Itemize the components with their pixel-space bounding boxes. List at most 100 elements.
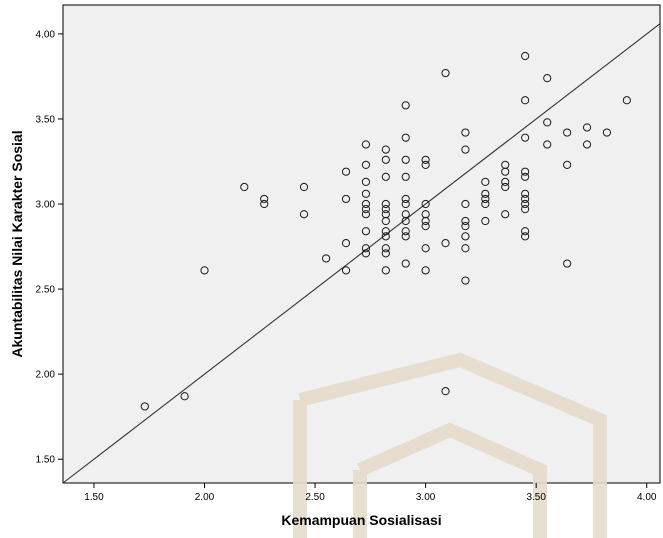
data-point: [461, 216, 470, 226]
data-point: [381, 244, 390, 253]
data-point: [341, 167, 351, 176]
x-axis-title: Kemampuan Sosialisasi: [281, 512, 441, 528]
data-point: [521, 189, 530, 198]
x-tick-label: 3.00: [416, 492, 436, 503]
data-point: [361, 244, 371, 253]
data-point: [381, 227, 390, 236]
data-point: [361, 227, 371, 236]
fit-line: [62, 23, 661, 484]
data-point: [521, 133, 530, 142]
data-point: [381, 249, 390, 258]
data-point: [421, 199, 430, 209]
data-point: [441, 387, 450, 396]
data-point: [543, 140, 552, 149]
data-point: [341, 194, 351, 204]
data-point: [381, 145, 390, 154]
data-point: [299, 210, 309, 219]
data-point: [521, 194, 530, 204]
data-point: [543, 118, 552, 127]
data-point: [401, 199, 410, 209]
data-point: [401, 232, 410, 241]
data-point: [341, 266, 351, 275]
data-point: [381, 232, 390, 241]
y-tick-label: 2.50: [36, 285, 56, 296]
data-point: [563, 160, 572, 170]
data-point: [140, 402, 149, 411]
data-point: [563, 259, 572, 268]
data-point: [543, 74, 552, 83]
data-point: [461, 244, 470, 253]
data-point: [481, 216, 490, 226]
data-point: [361, 249, 371, 258]
data-point: [361, 199, 371, 209]
watermark-logo: [293, 352, 607, 538]
data-point: [521, 167, 530, 176]
data-point: [521, 199, 530, 209]
data-point: [441, 239, 450, 248]
data-point: [441, 68, 450, 78]
data-point: [421, 244, 430, 253]
data-point: [461, 128, 470, 137]
data-point: [501, 177, 510, 187]
data-point: [361, 140, 371, 149]
x-tick-label: 1.50: [84, 492, 104, 503]
data-point: [421, 216, 430, 226]
data-point: [361, 189, 371, 198]
data-point: [381, 172, 390, 181]
x-tick-label: 2.50: [305, 492, 325, 503]
data-point: [361, 160, 371, 170]
data-point: [521, 96, 530, 105]
x-tick-label: 3.50: [526, 492, 546, 503]
data-point: [481, 189, 490, 198]
data-point: [401, 194, 410, 204]
data-point: [421, 222, 430, 231]
watermark-stroke: [353, 422, 547, 538]
x-tick-label: 2.00: [195, 492, 215, 503]
data-point: [240, 182, 249, 192]
data-point: [622, 96, 631, 105]
data-point: [461, 276, 470, 285]
data-points: [140, 51, 631, 411]
data-point: [381, 205, 390, 214]
data-point: [401, 155, 410, 164]
data-point: [563, 128, 572, 137]
data-point: [582, 123, 592, 132]
data-point: [401, 172, 410, 181]
data-point: [421, 160, 430, 170]
data-point: [361, 177, 371, 187]
data-point: [582, 140, 592, 149]
y-axis-ticks: 1.50 2.00 2.50 3.00 3.50 4.00: [36, 29, 63, 466]
data-point: [381, 216, 390, 226]
y-tick-label: 2.00: [36, 370, 56, 381]
y-tick-label: 3.00: [36, 200, 56, 211]
y-axis-title: Akuntabilitas Nilai Karakter Sosial: [9, 130, 25, 357]
data-point: [401, 101, 410, 110]
data-point: [200, 266, 209, 275]
data-point: [521, 205, 530, 214]
watermark-stroke: [293, 352, 607, 538]
data-point: [521, 227, 530, 236]
x-tick-label: 4.00: [637, 492, 657, 503]
data-point: [461, 199, 470, 209]
data-point: [461, 222, 470, 231]
x-axis-ticks: 1.50 2.00 2.50 3.00 3.50 4.00: [84, 483, 657, 503]
data-point: [421, 155, 430, 164]
data-point: [341, 239, 351, 248]
data-point: [501, 210, 510, 219]
y-tick-label: 4.00: [36, 29, 56, 40]
data-point: [322, 254, 331, 263]
data-point: [521, 172, 530, 181]
data-point: [602, 128, 612, 137]
data-point: [361, 210, 371, 219]
data-point: [401, 259, 410, 268]
data-point: [481, 194, 490, 204]
data-point: [521, 51, 530, 61]
data-point: [501, 182, 510, 192]
data-point: [401, 216, 410, 226]
y-tick-label: 3.50: [36, 114, 56, 125]
data-point: [521, 232, 530, 241]
data-point: [381, 155, 390, 164]
data-point: [481, 199, 490, 209]
data-point: [361, 205, 371, 214]
